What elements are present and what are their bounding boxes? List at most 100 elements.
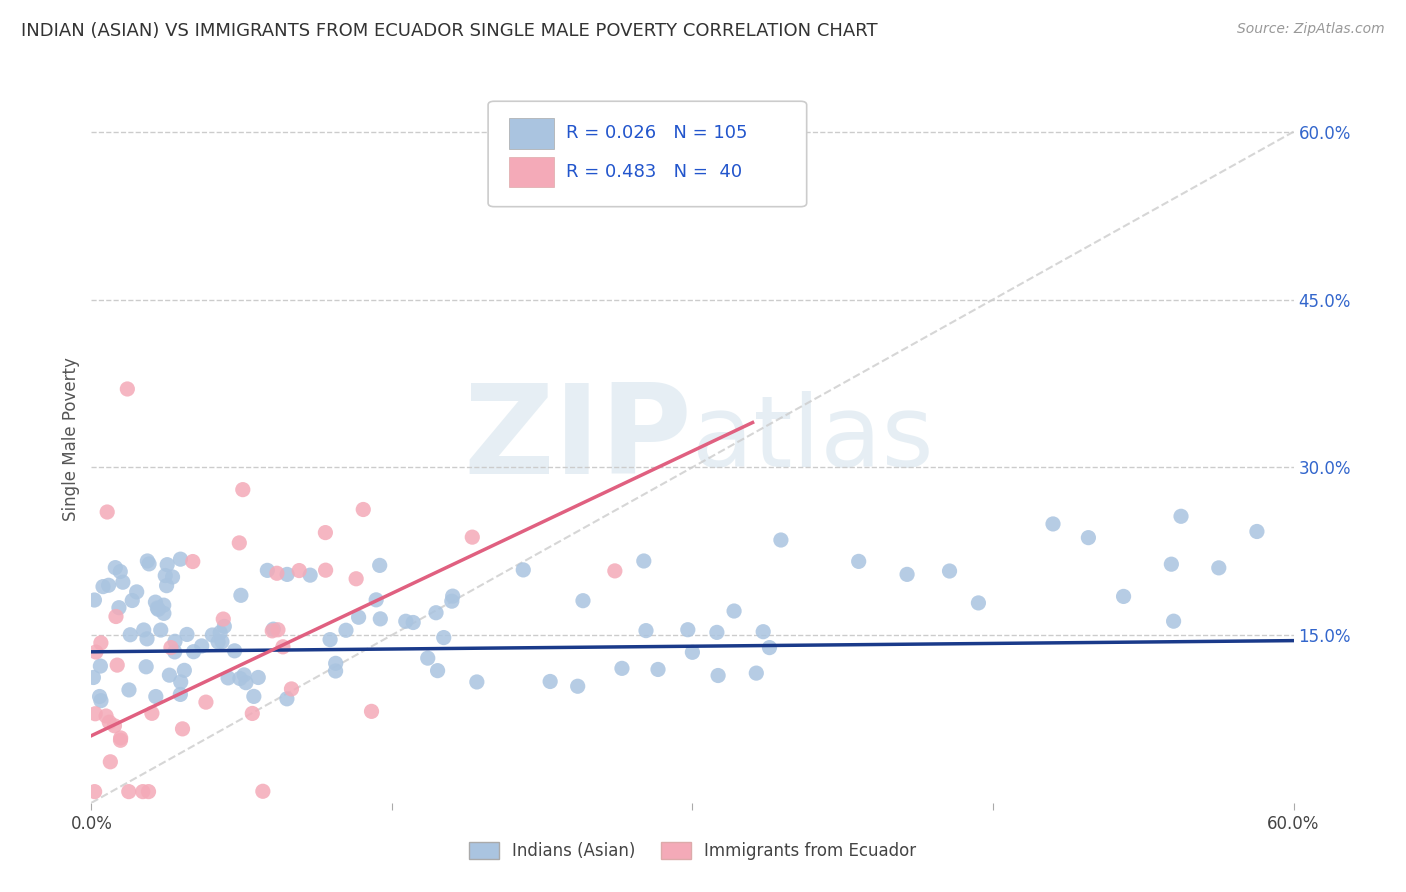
Point xyxy=(967,596,990,610)
Point xyxy=(98,715,121,730)
Point xyxy=(157,668,180,682)
Point xyxy=(117,382,139,396)
Point xyxy=(538,674,561,689)
Point xyxy=(319,632,342,647)
Point xyxy=(1170,509,1192,524)
Point xyxy=(104,609,127,624)
Point xyxy=(149,623,172,637)
Point xyxy=(103,719,125,733)
Point xyxy=(1160,558,1182,572)
Point xyxy=(135,660,157,674)
Point xyxy=(262,624,284,638)
Point xyxy=(105,658,128,673)
Point xyxy=(512,563,534,577)
Point xyxy=(84,645,107,659)
Point xyxy=(163,645,186,659)
Point xyxy=(169,688,191,702)
Text: R = 0.483   N =  40: R = 0.483 N = 40 xyxy=(567,162,742,181)
Point xyxy=(160,640,183,655)
Point xyxy=(110,731,132,745)
Point xyxy=(368,612,391,626)
Point xyxy=(118,784,141,798)
Point xyxy=(207,635,229,649)
Point xyxy=(152,598,174,612)
Point xyxy=(91,580,114,594)
Point xyxy=(240,706,263,721)
Y-axis label: Single Male Poverty: Single Male Poverty xyxy=(62,358,80,521)
Point xyxy=(256,563,278,577)
Point xyxy=(465,675,488,690)
Point xyxy=(280,681,302,696)
Point xyxy=(138,784,160,798)
Point xyxy=(347,610,370,624)
Point xyxy=(194,695,217,709)
Text: ZIP: ZIP xyxy=(464,379,692,500)
Point xyxy=(229,588,252,602)
Point xyxy=(402,615,425,630)
Point xyxy=(141,706,163,721)
Point xyxy=(118,682,141,697)
Point xyxy=(90,636,112,650)
Point xyxy=(267,623,290,637)
Point xyxy=(97,578,120,592)
FancyBboxPatch shape xyxy=(509,156,554,187)
Point xyxy=(425,606,447,620)
Point xyxy=(1112,590,1135,604)
Point xyxy=(136,632,159,646)
Point xyxy=(1208,561,1230,575)
Point xyxy=(224,644,246,658)
Point xyxy=(266,566,288,581)
Point xyxy=(120,628,142,642)
Point xyxy=(211,634,233,648)
Point xyxy=(325,664,347,678)
Point xyxy=(110,733,132,747)
Point xyxy=(176,627,198,641)
Point xyxy=(314,525,336,540)
Point xyxy=(201,628,224,642)
Point xyxy=(162,570,184,584)
Point xyxy=(676,623,699,637)
FancyBboxPatch shape xyxy=(488,102,807,207)
Point xyxy=(262,622,284,636)
Point xyxy=(603,564,626,578)
Point xyxy=(136,554,159,568)
Point xyxy=(426,664,449,678)
Point xyxy=(633,554,655,568)
Point xyxy=(155,579,177,593)
Point xyxy=(368,558,391,573)
Point xyxy=(228,536,250,550)
Point xyxy=(1042,516,1064,531)
Point xyxy=(243,690,266,704)
Point xyxy=(647,663,669,677)
Point xyxy=(83,784,105,798)
Point xyxy=(110,565,132,579)
Point xyxy=(325,657,347,671)
Point xyxy=(163,634,186,648)
Point xyxy=(681,645,703,659)
Point xyxy=(288,564,311,578)
Point xyxy=(83,593,105,607)
Point xyxy=(360,704,382,718)
Point xyxy=(433,631,456,645)
Point xyxy=(111,575,134,590)
Point xyxy=(90,693,112,707)
Point xyxy=(82,671,104,685)
Point xyxy=(1246,524,1268,539)
Point xyxy=(148,602,170,616)
Point xyxy=(315,563,337,577)
Point xyxy=(96,505,118,519)
Point xyxy=(132,623,155,637)
Point xyxy=(271,640,294,654)
Point xyxy=(190,639,212,653)
Point xyxy=(366,592,388,607)
Text: INDIAN (ASIAN) VS IMMIGRANTS FROM ECUADOR SINGLE MALE POVERTY CORRELATION CHART: INDIAN (ASIAN) VS IMMIGRANTS FROM ECUADO… xyxy=(21,22,877,40)
Point xyxy=(352,502,374,516)
Point xyxy=(440,594,463,608)
Point xyxy=(572,593,595,607)
Point xyxy=(183,645,205,659)
Point xyxy=(441,589,464,603)
Point xyxy=(145,690,167,704)
Point xyxy=(1077,531,1099,545)
Point xyxy=(172,722,194,736)
Point xyxy=(299,568,322,582)
